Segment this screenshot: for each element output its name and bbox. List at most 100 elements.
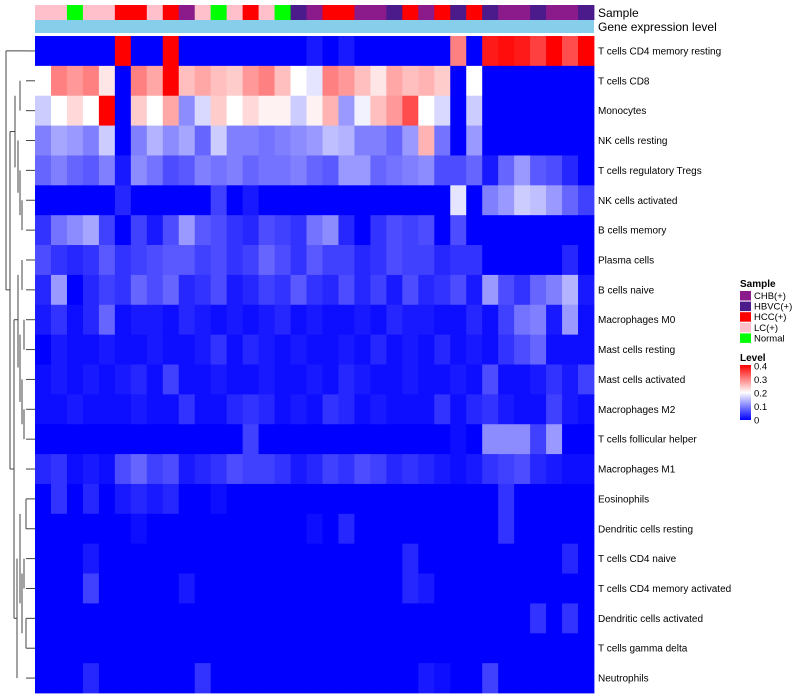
heatmap-cell [146, 215, 164, 246]
heatmap-cell [578, 573, 595, 604]
heatmap-cell [242, 513, 259, 545]
heatmap-cell [210, 394, 228, 425]
heatmap-cell [274, 334, 291, 365]
row-label: Macrophages M2 [598, 405, 676, 416]
heatmap-cell [402, 454, 419, 485]
heatmap-cell [258, 36, 275, 67]
heatmap-cell [50, 364, 68, 395]
heatmap-cell [130, 454, 148, 485]
heatmap-cell [514, 65, 531, 97]
heatmap-cell [482, 394, 499, 425]
heatmap-cell [514, 394, 531, 425]
heatmap-cell [434, 125, 451, 156]
heatmap-cell [578, 364, 595, 395]
heatmap-cell [82, 663, 100, 694]
heatmap-cell [274, 513, 291, 545]
heatmap-cell [546, 633, 563, 664]
heatmap-cell [514, 633, 531, 664]
heatmap-cell [322, 334, 339, 365]
heatmap-cell [290, 394, 307, 425]
heatmap-cell [418, 364, 435, 395]
heatmap-cell [402, 215, 419, 246]
heatmap-cell [146, 65, 164, 97]
heatmap-cell [35, 36, 52, 67]
heatmap-cell [290, 543, 307, 574]
heatmap-cell [178, 364, 196, 395]
heatmap-cell [290, 513, 307, 545]
heatmap-cell [386, 125, 403, 156]
row-label: T cells regulatory Tregs [598, 166, 702, 177]
heatmap-cell [370, 424, 387, 455]
sample-annotation-cell [258, 5, 275, 20]
sample-annotation-cell [386, 5, 403, 20]
heatmap-cell [82, 573, 100, 604]
heatmap-cell [130, 125, 148, 156]
sample-legend-title: Sample [740, 279, 776, 290]
heatmap-cell [210, 274, 228, 306]
heatmap-cell [450, 364, 467, 395]
heatmap-cell [178, 663, 196, 694]
heatmap-cell [98, 454, 116, 485]
heatmap-cell [578, 633, 595, 664]
heatmap-cell [578, 185, 595, 216]
heatmap-cell [322, 304, 339, 336]
heatmap-cell [546, 334, 563, 365]
heatmap-cell [322, 185, 339, 216]
heatmap-cells [35, 36, 595, 694]
heatmap-cell [210, 215, 228, 246]
heatmap-cell [258, 573, 275, 604]
heatmap-cell [466, 663, 483, 694]
heatmap-cell [418, 36, 435, 67]
heatmap-cell [82, 245, 100, 276]
heatmap-cell [338, 95, 355, 126]
heatmap-cell [130, 185, 148, 216]
sample-annotation-cell [562, 5, 579, 20]
heatmap-cell [306, 573, 323, 604]
sample-annotation-cell [370, 5, 387, 20]
heatmap-cell [35, 245, 52, 276]
heatmap-cell [466, 573, 483, 604]
heatmap-cell [242, 424, 259, 455]
heatmap-cell [178, 185, 196, 216]
heatmap-cell [402, 603, 419, 634]
heatmap-cell [194, 185, 212, 216]
heatmap-cell [386, 633, 403, 664]
heatmap-cell [258, 483, 275, 515]
heatmap-cell [514, 185, 531, 216]
heatmap-cell [370, 36, 387, 67]
heatmap-cell [514, 125, 531, 156]
heatmap-cell [130, 573, 148, 604]
heatmap-cell [354, 603, 371, 634]
heatmap-cell [82, 36, 100, 67]
heatmap-cell [386, 36, 403, 67]
sample-annotation-cell [578, 5, 595, 20]
heatmap-cell [35, 633, 52, 664]
sample-annotation-cell [98, 5, 116, 20]
heatmap-cell [66, 603, 84, 634]
heatmap-cell [274, 245, 291, 276]
heatmap-cell [210, 95, 228, 126]
gene-expression-level-track [35, 20, 594, 33]
heatmap-cell [354, 633, 371, 664]
row-label: Mast cells activated [598, 375, 685, 386]
heatmap-cell [290, 36, 307, 67]
heatmap-cell [114, 573, 132, 604]
heatmap-cell [434, 633, 451, 664]
sample-annotation-cell [402, 5, 419, 20]
heatmap-cell [578, 245, 595, 276]
heatmap-cell [130, 543, 148, 574]
heatmap-cell [530, 274, 547, 306]
heatmap-cell [370, 245, 387, 276]
heatmap-cell [434, 543, 451, 574]
heatmap-cell [162, 513, 180, 545]
heatmap-cell [178, 543, 196, 574]
sample-legend-label: CHB(+) [754, 291, 786, 302]
heatmap-cell [578, 424, 595, 455]
heatmap-cell [130, 424, 148, 455]
heatmap-cell [162, 155, 180, 186]
heatmap-cell [450, 334, 467, 365]
heatmap-cell [290, 245, 307, 276]
heatmap-cell [210, 633, 228, 664]
heatmap-cell [402, 663, 419, 694]
heatmap-cell [466, 304, 483, 336]
